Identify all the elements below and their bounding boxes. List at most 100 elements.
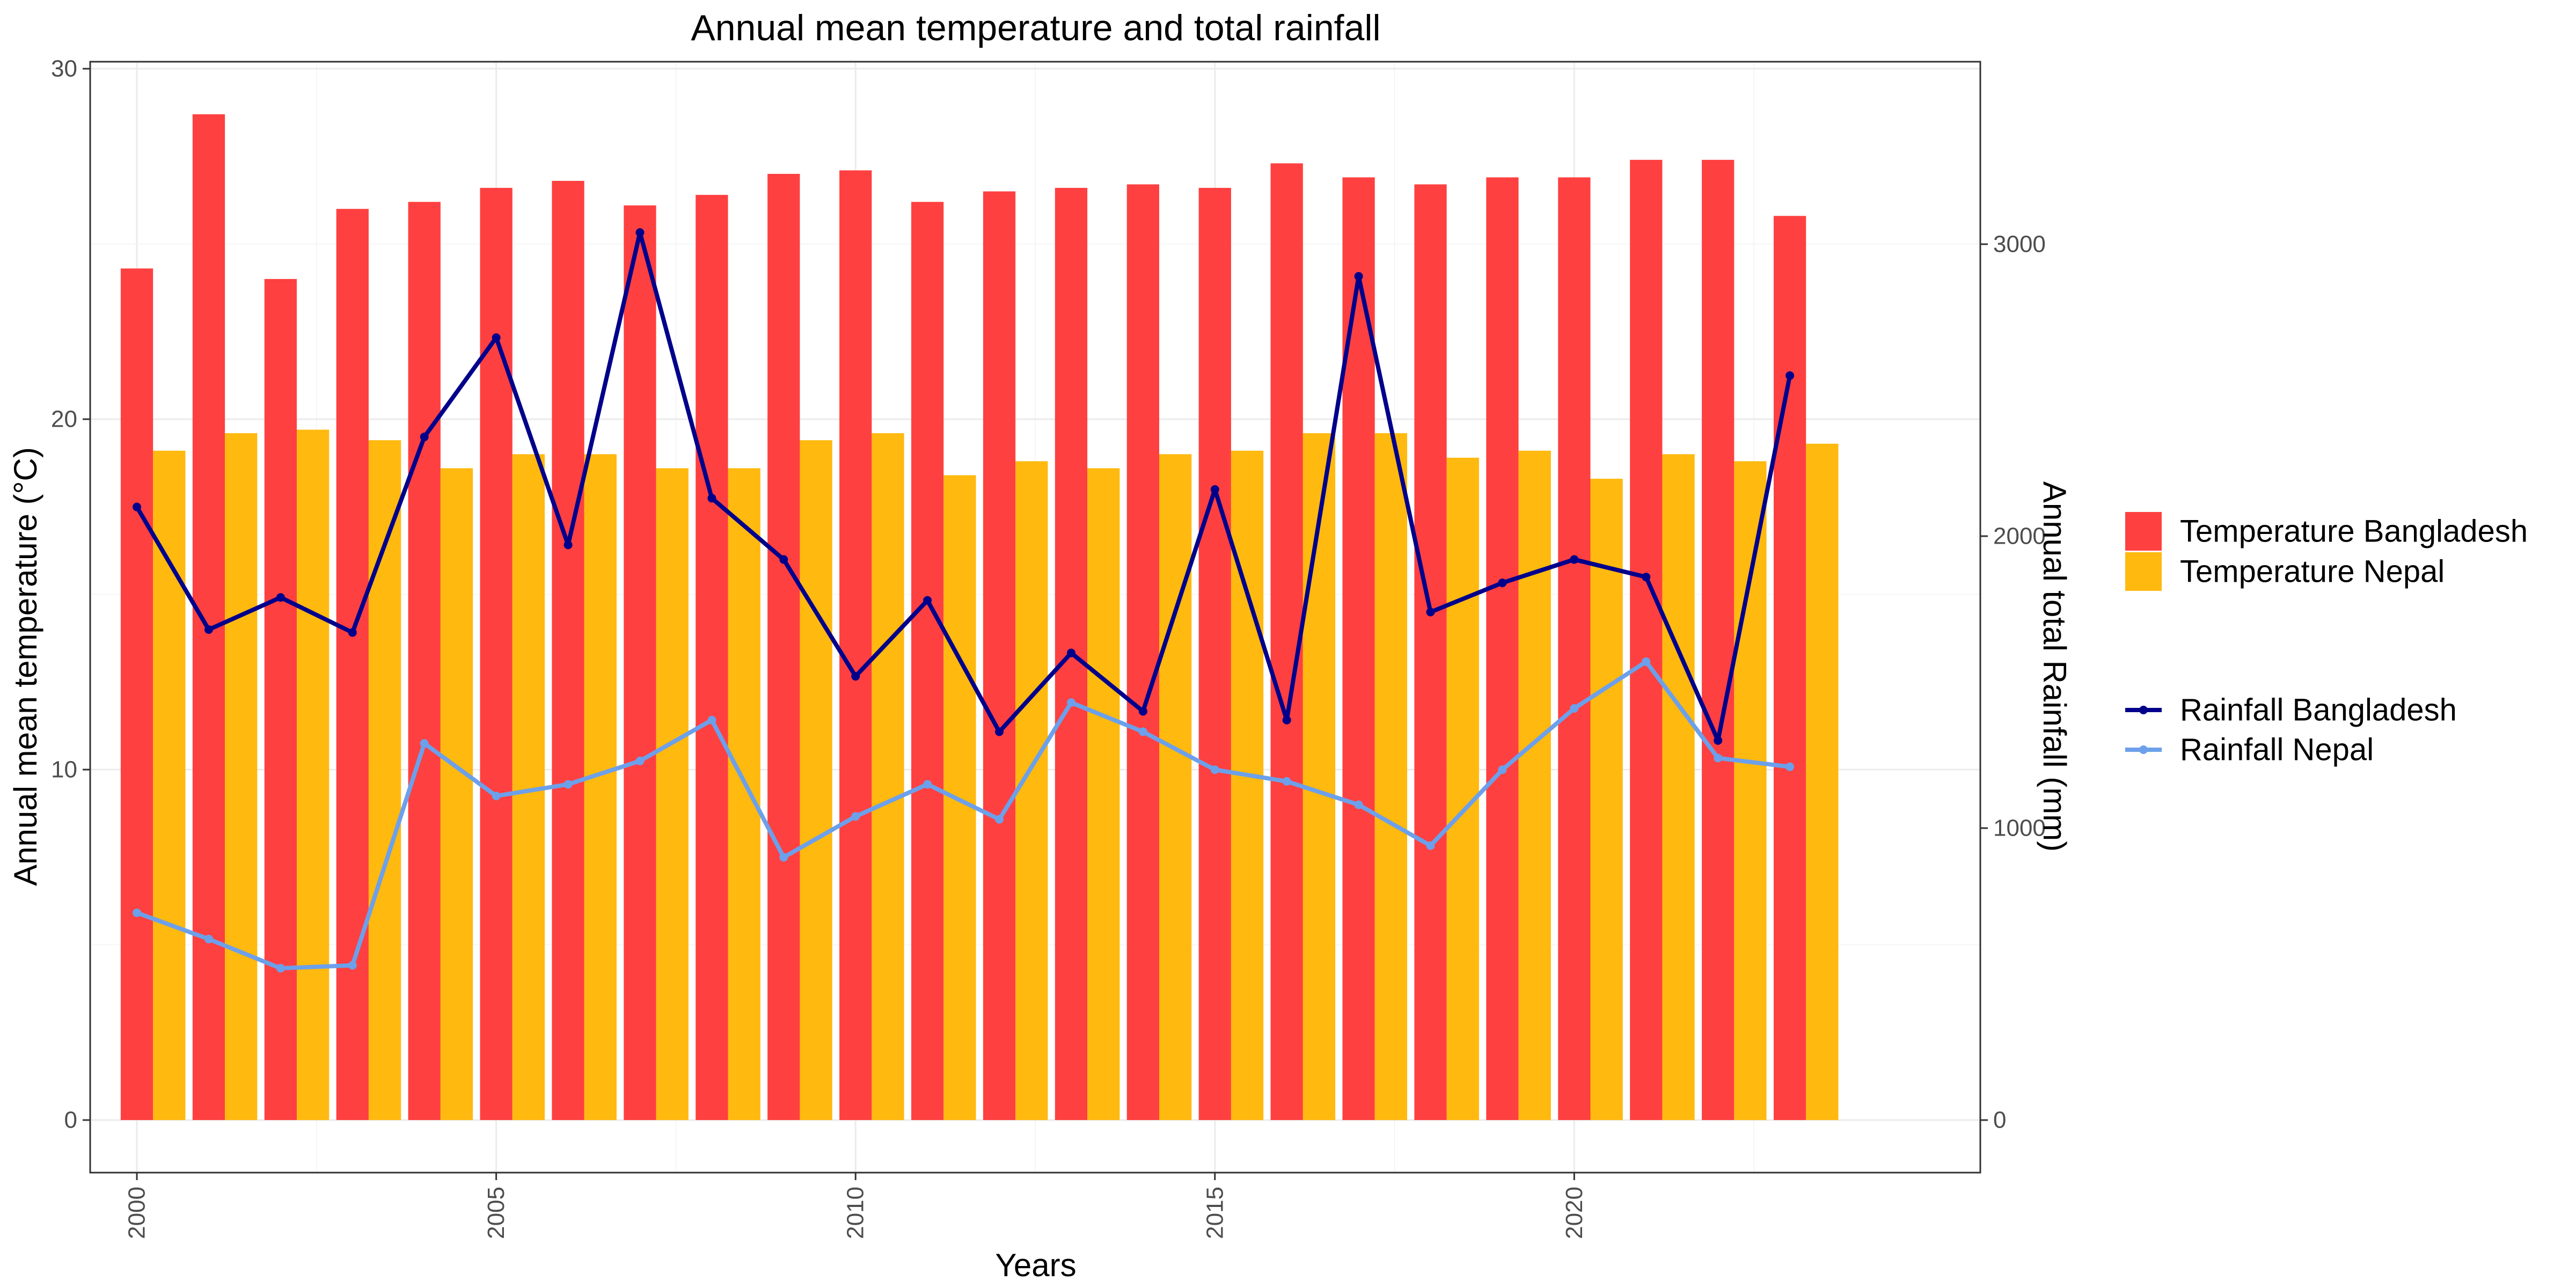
legend-label: Rainfall Bangladesh	[2180, 693, 2457, 728]
y2-axis-title: Annual total Rainfall (mm)	[2037, 481, 2073, 852]
bar-temperature-nepal	[1374, 433, 1408, 1121]
point-rainfall-nepal	[133, 908, 142, 917]
y2-tick-label: 3000	[1993, 231, 2046, 258]
point-rainfall-bangladesh	[276, 593, 285, 602]
bar-temperature-nepal	[1159, 454, 1192, 1121]
point-rainfall-bangladesh	[707, 494, 716, 503]
point-rainfall-bangladesh	[1426, 608, 1435, 617]
y-tick-label: 30	[51, 56, 77, 82]
point-rainfall-nepal	[276, 964, 285, 973]
point-rainfall-nepal	[1498, 765, 1507, 774]
point-rainfall-bangladesh	[1570, 555, 1579, 564]
bar-temperature-bangladesh	[1630, 159, 1663, 1121]
bar-temperature-nepal	[656, 468, 689, 1121]
bar-temperature-nepal	[1015, 461, 1048, 1121]
bar-temperature-bangladesh	[983, 191, 1016, 1121]
point-rainfall-nepal	[1785, 762, 1795, 771]
legend-label: Rainfall Nepal	[2180, 733, 2374, 767]
bar-temperature-bangladesh	[264, 279, 297, 1121]
point-rainfall-bangladesh	[851, 672, 860, 681]
point-rainfall-bangladesh	[635, 228, 645, 237]
bar-temperature-nepal	[153, 450, 186, 1121]
point-rainfall-nepal	[1354, 800, 1363, 809]
legend-swatch-temperature-bangladesh	[2125, 512, 2162, 551]
bar-temperature-bangladesh	[1558, 177, 1591, 1121]
legend-swatch-temperature-nepal	[2125, 552, 2162, 591]
bar-temperature-nepal	[800, 440, 832, 1121]
bar-temperature-bangladesh	[1486, 177, 1519, 1121]
legend-label: Temperature Bangladesh	[2180, 514, 2528, 549]
bar-temperature-nepal	[1087, 468, 1120, 1121]
point-rainfall-nepal	[492, 792, 501, 801]
y2-tick-label: 1000	[1993, 815, 2046, 841]
x-axis-title: Years	[995, 1247, 1076, 1283]
point-rainfall-nepal	[1642, 657, 1651, 666]
point-rainfall-nepal	[564, 780, 573, 789]
point-rainfall-bangladesh	[348, 628, 357, 637]
point-rainfall-bangladesh	[492, 333, 501, 342]
bar-temperature-nepal	[440, 468, 473, 1121]
point-rainfall-nepal	[707, 715, 716, 724]
point-rainfall-bangladesh	[420, 433, 429, 442]
bar-temperature-nepal	[943, 475, 976, 1121]
bar-temperature-bangladesh	[192, 114, 225, 1121]
point-rainfall-nepal	[1570, 704, 1579, 713]
chart-title: Annual mean temperature and total rainfa…	[691, 8, 1380, 48]
y-tick-label: 10	[51, 757, 77, 783]
bar-temperature-nepal	[872, 433, 904, 1121]
bar-temperature-nepal	[1806, 443, 1839, 1121]
x-tick-label: 2010	[843, 1187, 869, 1239]
point-rainfall-bangladesh	[1714, 736, 1723, 745]
point-rainfall-bangladesh	[1354, 272, 1363, 281]
y2-tick-label: 0	[1993, 1107, 2006, 1133]
point-rainfall-bangladesh	[995, 727, 1004, 736]
plot-panel-border	[89, 61, 1981, 1174]
point-rainfall-nepal	[1426, 841, 1435, 850]
bar-temperature-nepal	[584, 454, 617, 1121]
x-tick-label: 2020	[1561, 1187, 1587, 1239]
bar-temperature-nepal	[1302, 433, 1336, 1121]
axes: 2000 2005 2010 2015 2020 0 10 20 30 0 1000 2000 3000	[51, 56, 2046, 1239]
point-rainfall-nepal	[1066, 698, 1075, 707]
bar-temperature-nepal	[1518, 450, 1551, 1121]
y2-tick-label: 2000	[1993, 523, 2046, 550]
bar-temperature-bangladesh	[480, 188, 513, 1121]
point-rainfall-bangladesh	[1785, 371, 1795, 380]
bar-temperature-nepal	[297, 429, 330, 1121]
point-rainfall-nepal	[635, 756, 645, 765]
point-rainfall-bangladesh	[133, 502, 142, 511]
bar-temperature-bangladesh	[624, 205, 656, 1121]
point-rainfall-bangladesh	[1498, 579, 1507, 588]
bar-temperature-bangladesh	[767, 173, 800, 1121]
point-rainfall-nepal	[779, 853, 788, 862]
point-rainfall-bangladesh	[1642, 573, 1651, 582]
point-rainfall-nepal	[851, 812, 860, 821]
bar-temperature-bangladesh	[1702, 159, 1735, 1121]
legend-key-point	[2139, 706, 2148, 714]
point-rainfall-bangladesh	[204, 625, 213, 634]
line-rainfall-nepal	[135, 659, 1792, 971]
bar-temperature-nepal	[1734, 461, 1767, 1121]
bar-temperature-nepal	[1590, 479, 1623, 1121]
point-rainfall-bangladesh	[1066, 648, 1075, 657]
line-rainfall-bangladesh	[135, 230, 1792, 743]
bar-temperature-bangladesh	[120, 268, 153, 1121]
point-rainfall-nepal	[204, 934, 213, 943]
point-rainfall-nepal	[348, 961, 357, 970]
x-tick-label: 2015	[1202, 1187, 1228, 1239]
bar-temperature-bangladesh	[696, 195, 728, 1121]
y-tick-label: 0	[64, 1107, 77, 1133]
bar-temperature-bangladesh	[1126, 184, 1160, 1121]
bar-temperature-bangladesh	[1198, 188, 1231, 1121]
point-rainfall-nepal	[1210, 765, 1219, 774]
point-rainfall-nepal	[1714, 753, 1723, 763]
point-rainfall-nepal	[1138, 727, 1147, 736]
bar-temperature-nepal	[1662, 454, 1695, 1121]
y-tick-label: 20	[51, 406, 77, 433]
bar-temperature-nepal	[1446, 457, 1479, 1121]
point-rainfall-nepal	[995, 815, 1004, 824]
x-tick-label: 2005	[483, 1187, 509, 1239]
bar-temperature-bangladesh	[336, 209, 369, 1121]
bar-temperature-nepal	[225, 433, 258, 1121]
